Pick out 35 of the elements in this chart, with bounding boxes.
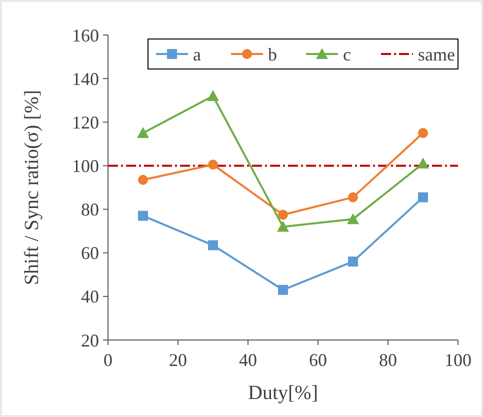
point (348, 192, 358, 202)
x-axis-title: Duty[%] (248, 382, 318, 404)
point (138, 174, 148, 185)
y-tick-label: 40 (81, 286, 99, 307)
point (278, 210, 288, 220)
point (208, 160, 218, 170)
point (348, 256, 358, 267)
legend-label: b (268, 44, 277, 64)
y-tick-label: 100 (72, 156, 99, 176)
y-tick-label: 20 (81, 330, 99, 350)
x-tick-label: 60 (309, 350, 327, 370)
x-tick-label: 80 (379, 350, 397, 370)
point (347, 213, 359, 224)
point (208, 240, 218, 250)
y-tick-label: 140 (72, 68, 99, 89)
y-tick-label: 80 (81, 200, 99, 220)
x-tick-label: 100 (444, 350, 472, 370)
point (418, 192, 428, 202)
point (418, 128, 428, 138)
legend-label: a (193, 44, 201, 64)
y-tick-label: 120 (72, 112, 99, 132)
point (137, 127, 149, 138)
point (138, 210, 148, 221)
point (278, 284, 288, 295)
x-tick-label: 20 (169, 350, 187, 370)
legend-label: c (343, 44, 351, 64)
y-tick-label: 60 (81, 243, 99, 264)
point (207, 90, 219, 101)
x-tick-label: 0 (104, 350, 112, 370)
point (277, 220, 289, 232)
x-tick-label: 40 (239, 350, 257, 370)
legend-label: same (418, 44, 455, 64)
y-tick-label: 160 (72, 25, 99, 46)
y-axis-title: Shift / Sync ratio(σ) [%] (21, 90, 43, 286)
point (417, 158, 429, 169)
